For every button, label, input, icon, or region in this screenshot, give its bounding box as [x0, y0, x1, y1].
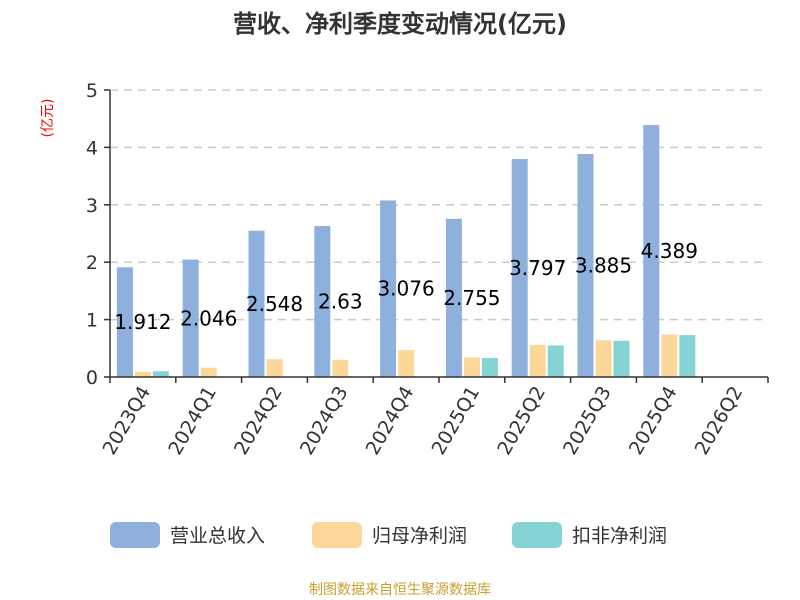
- data-label: 4.389: [641, 239, 698, 263]
- y-tick-label: 3: [86, 195, 98, 217]
- data-labels: 1.912 2.046 2.548 2.63 3.076 2.755 3.797 3.885 4…: [114, 239, 698, 334]
- data-label: 3.797: [509, 256, 566, 280]
- legend-label-2: 扣非净利润: [572, 525, 667, 547]
- bar-0-2025Q4: [643, 125, 660, 377]
- bar-2-2025Q1: [481, 358, 498, 377]
- x-tick-label: 2024Q3: [296, 383, 353, 459]
- chart-title: 营收、净利季度变动情况(亿元): [233, 10, 567, 38]
- y-tick-label: 0: [86, 367, 98, 389]
- bar-1-2025Q4: [661, 334, 678, 377]
- x-tick-label: 2025Q3: [559, 383, 616, 459]
- x-tick-label: 2024Q4: [362, 383, 419, 459]
- bar-0-2024Q1: [182, 259, 199, 377]
- legend-label-1: 归母净利润: [372, 525, 467, 547]
- data-label: 3.076: [377, 277, 434, 301]
- bar-0-2024Q2: [248, 230, 265, 377]
- y-axis-ticks: 0 1 2 3 4 5: [86, 80, 110, 389]
- bar-2-2023Q4: [152, 371, 169, 377]
- x-tick-label: 2025Q1: [427, 383, 484, 459]
- y-tick-label: 1: [86, 310, 98, 332]
- axes: [109, 90, 768, 378]
- bar-1-2024Q3: [332, 359, 349, 377]
- data-label: 3.885: [575, 254, 632, 278]
- x-tick-label: 2025Q2: [493, 383, 550, 459]
- bar-0-2023Q4: [116, 267, 133, 377]
- legend: 营业总收入 归母净利润 扣非净利润: [110, 522, 667, 548]
- data-label: 2.046: [180, 306, 237, 330]
- bar-1-2024Q1: [200, 367, 217, 377]
- unit-label: (亿元): [40, 99, 56, 138]
- bar-1-2025Q2: [529, 344, 546, 377]
- y-tick-label: 4: [86, 137, 98, 159]
- legend-swatch-2: [512, 522, 562, 548]
- legend-swatch-1: [312, 522, 362, 548]
- bar-1-2024Q2: [266, 359, 283, 377]
- x-axis-ticks: 2023Q4 2024Q1 2024Q2 2024Q3 2024Q4 2025Q1 2025…: [98, 377, 769, 459]
- bar-2-2025Q3: [613, 340, 630, 377]
- x-tick-label: 2026Q2: [691, 383, 748, 459]
- x-tick-label: 2025Q4: [625, 383, 682, 459]
- x-tick-label: 2024Q2: [230, 383, 287, 459]
- source-note: 制图数据来自恒生聚源数据库: [309, 582, 491, 598]
- legend-swatch-0: [110, 522, 160, 548]
- bar-1-2023Q4: [134, 371, 151, 377]
- legend-label-0: 营业总收入: [170, 525, 265, 547]
- data-label: 2.755: [443, 286, 500, 310]
- bar-0-2024Q3: [314, 226, 331, 377]
- data-label: 2.548: [246, 292, 303, 316]
- y-tick-label: 5: [86, 80, 98, 102]
- y-tick-label: 2: [86, 252, 98, 274]
- gridlines: [110, 89, 768, 321]
- x-tick-label: 2024Q1: [164, 383, 221, 459]
- bars: [116, 125, 696, 377]
- bar-0-2025Q1: [445, 218, 462, 377]
- bar-1-2025Q1: [463, 357, 480, 377]
- bar-0-2025Q2: [511, 159, 528, 377]
- bar-1-2024Q4: [398, 350, 415, 377]
- bar-0-2025Q3: [577, 154, 594, 377]
- bar-1-2025Q3: [595, 340, 612, 377]
- bar-0-2024Q4: [380, 200, 397, 377]
- data-label: 1.912: [114, 310, 171, 334]
- bar-2-2025Q2: [547, 345, 564, 377]
- data-label: 2.63: [318, 290, 363, 314]
- x-tick-label: 2023Q4: [98, 383, 155, 459]
- bar-2-2025Q4: [679, 335, 696, 377]
